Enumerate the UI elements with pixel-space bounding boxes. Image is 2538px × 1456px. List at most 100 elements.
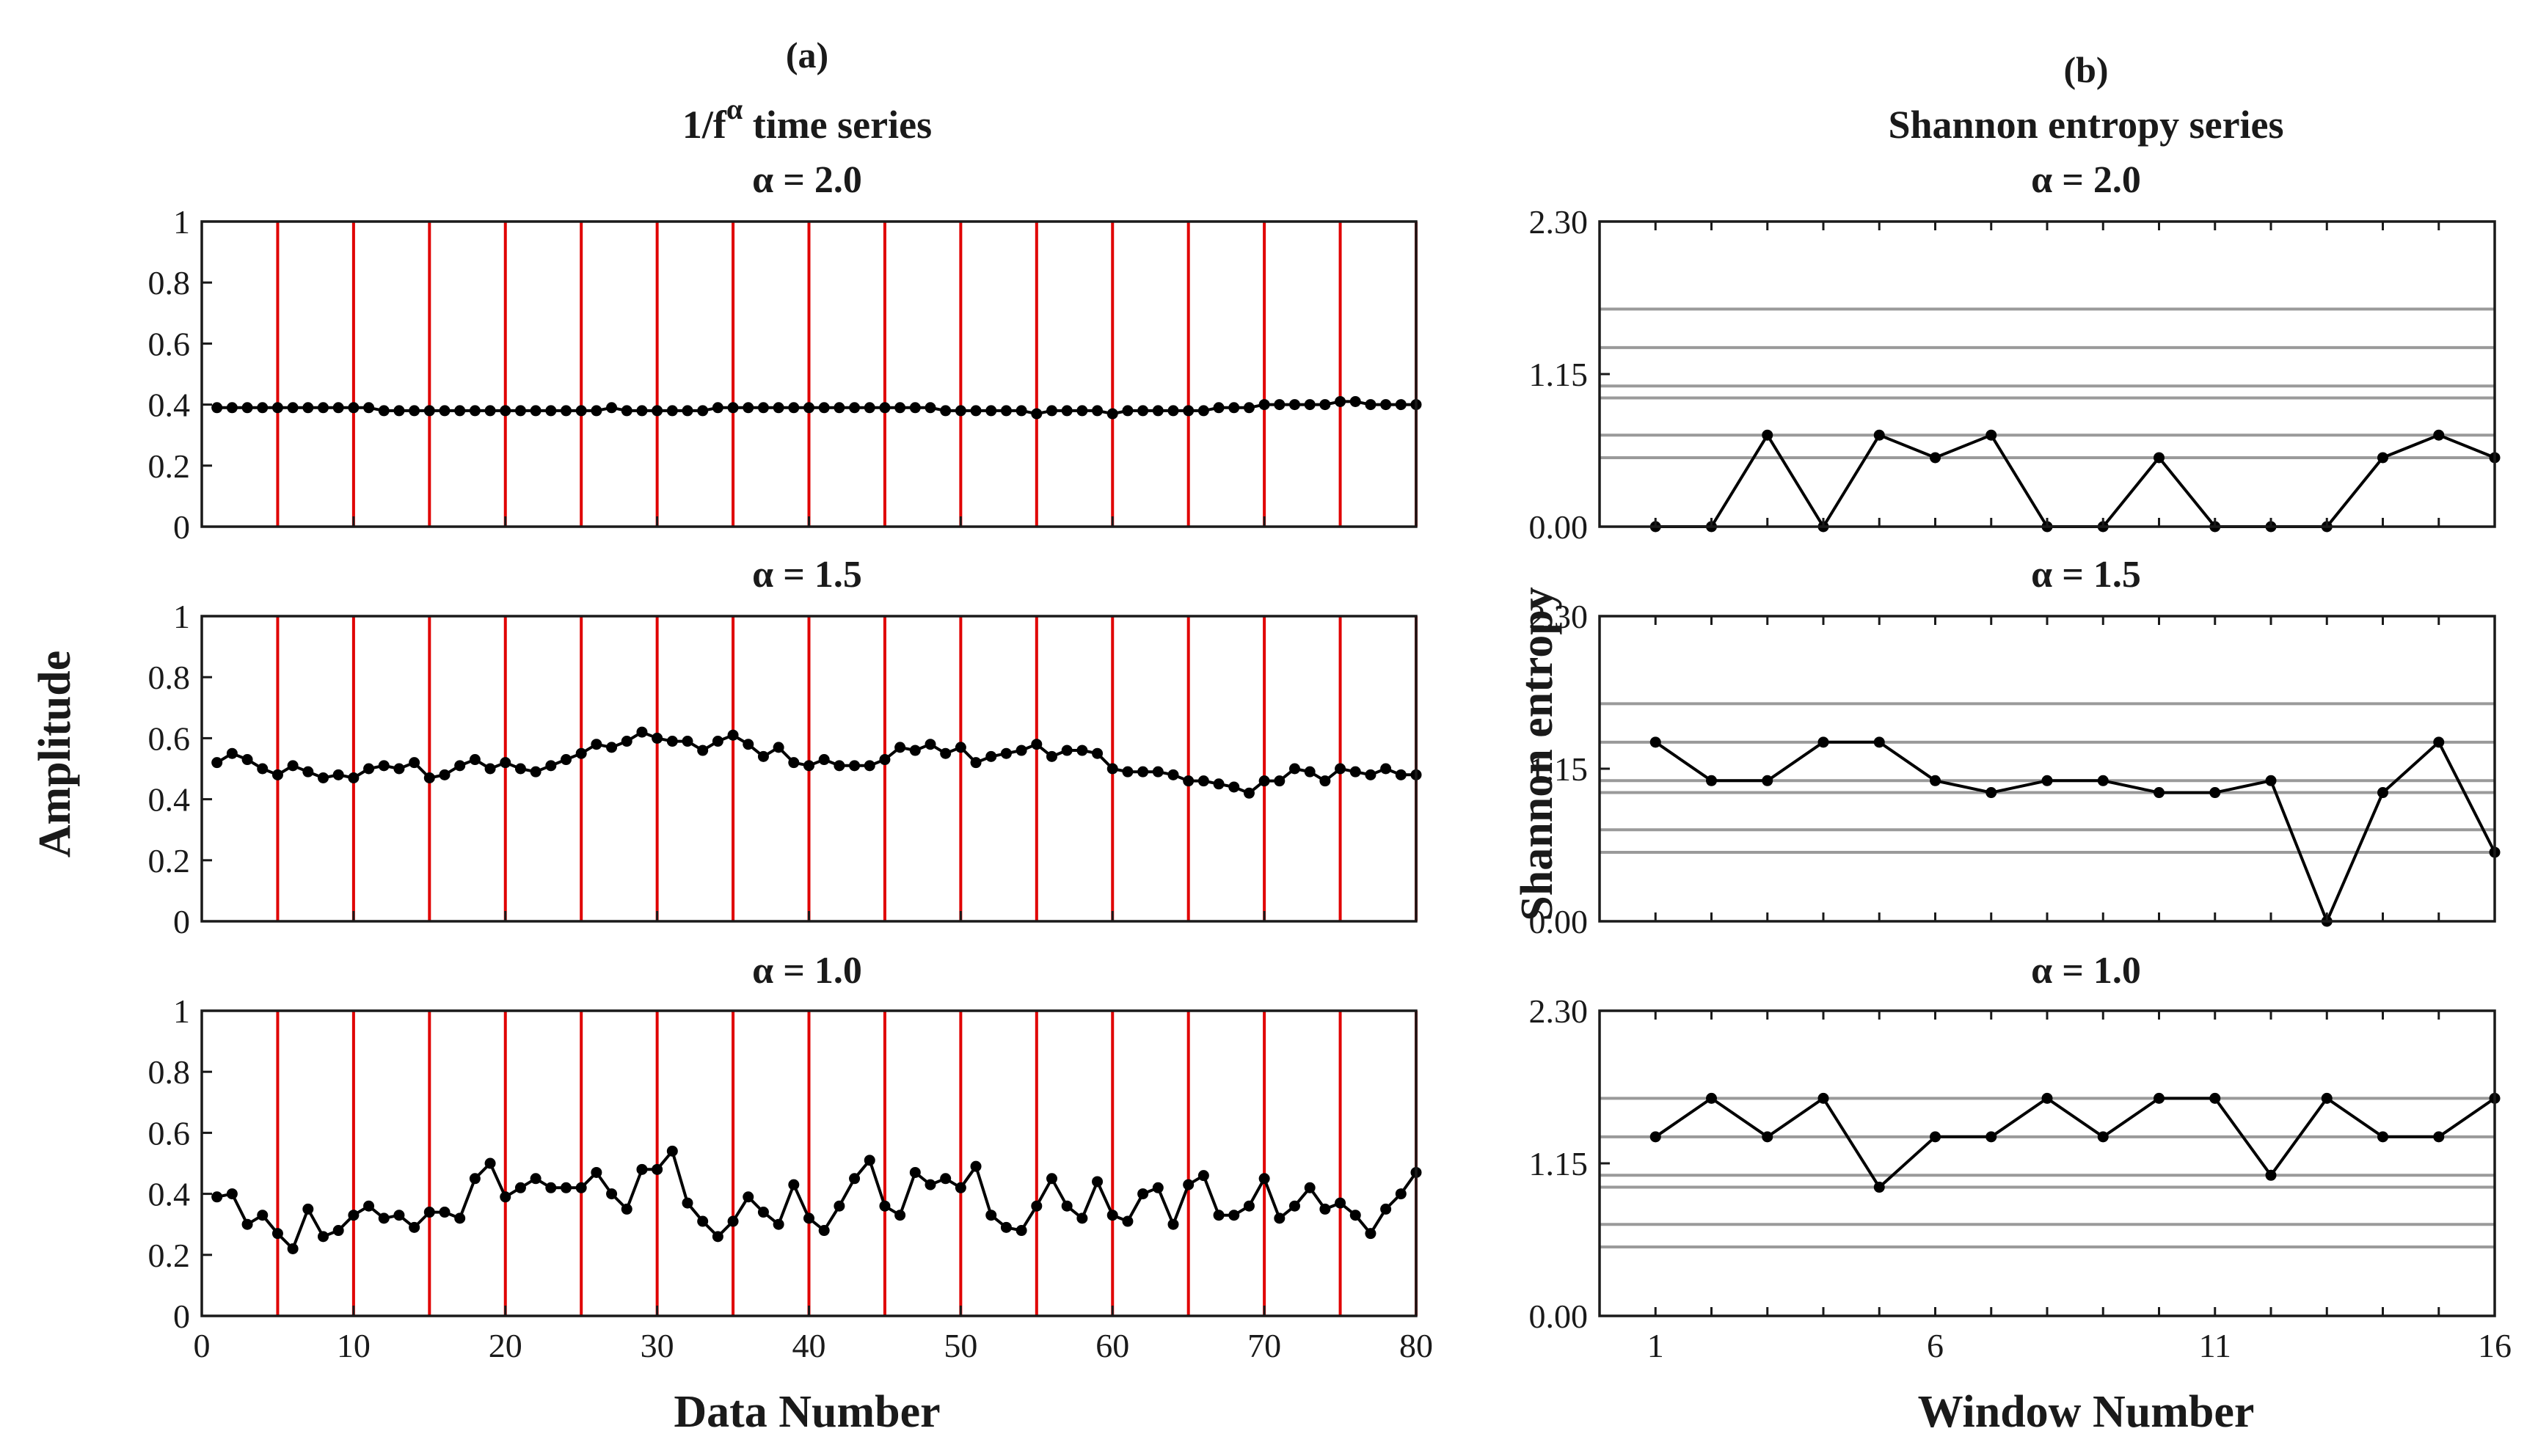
data-point bbox=[1304, 1182, 1316, 1193]
data-point bbox=[591, 1166, 602, 1178]
data-point bbox=[1122, 405, 1134, 417]
y-tick-label: 1 bbox=[173, 992, 190, 1030]
y-tick-label: 0.00 bbox=[1529, 903, 1589, 940]
data-point bbox=[409, 1221, 420, 1233]
data-point bbox=[1274, 1212, 1286, 1224]
x-tick-label: 6 bbox=[1927, 1327, 1944, 1364]
data-point bbox=[743, 402, 754, 414]
data-point bbox=[879, 402, 891, 414]
data-point bbox=[955, 405, 966, 417]
data-point bbox=[271, 402, 283, 414]
data-point bbox=[1649, 1131, 1661, 1143]
data-point bbox=[469, 754, 481, 766]
data-point bbox=[1873, 429, 1885, 441]
data-point bbox=[1197, 775, 1209, 787]
data-point bbox=[1213, 778, 1225, 790]
data-point bbox=[1258, 775, 1270, 787]
x-tick-label: 80 bbox=[1399, 1327, 1433, 1364]
data-point bbox=[834, 402, 845, 414]
y-tick-label: 0.6 bbox=[148, 720, 191, 757]
data-point bbox=[1092, 405, 1104, 417]
x-tick-label: 11 bbox=[2199, 1327, 2231, 1364]
data-point bbox=[561, 1182, 572, 1193]
data-point bbox=[1197, 405, 1209, 417]
y-tick-label: 0.2 bbox=[148, 842, 191, 879]
y-tick-label: 0 bbox=[173, 508, 190, 546]
data-point bbox=[1762, 429, 1773, 441]
data-point bbox=[257, 763, 269, 775]
y-tick-label: 0 bbox=[173, 1298, 190, 1335]
data-point bbox=[727, 1215, 739, 1227]
subplot-a-alpha-1-0: 00.20.40.60.810 10 20 30 40 50 60 70 80 bbox=[148, 992, 1434, 1364]
x-tick-label: 30 bbox=[641, 1327, 674, 1364]
data-point bbox=[226, 402, 238, 414]
data-point bbox=[1349, 1210, 1361, 1221]
subplot-title-a3: α = 1.0 bbox=[752, 950, 862, 992]
data-point bbox=[332, 769, 344, 780]
data-point bbox=[271, 769, 283, 780]
data-point bbox=[287, 1243, 299, 1254]
data-point bbox=[1122, 766, 1134, 778]
data-point bbox=[1213, 402, 1225, 414]
data-point bbox=[606, 742, 618, 753]
x-tick-label: 10 bbox=[337, 1327, 371, 1364]
data-point bbox=[955, 1182, 966, 1193]
data-point bbox=[773, 1218, 784, 1230]
data-point bbox=[1380, 1203, 1392, 1215]
data-point bbox=[1258, 1173, 1270, 1185]
data-point bbox=[894, 742, 906, 753]
y-axis-label-b: Shannon entropy bbox=[1512, 587, 1562, 921]
data-point bbox=[1167, 1218, 1179, 1230]
data-point bbox=[1289, 399, 1300, 411]
data-point bbox=[1000, 1221, 1012, 1233]
data-point bbox=[1076, 1212, 1088, 1224]
data-point bbox=[1137, 405, 1149, 417]
data-point bbox=[1152, 1182, 1164, 1193]
data-point bbox=[894, 402, 906, 414]
data-point bbox=[666, 736, 678, 747]
data-point bbox=[469, 1173, 481, 1185]
data-point bbox=[257, 402, 269, 414]
data-point bbox=[2433, 736, 2445, 748]
data-point bbox=[773, 742, 784, 753]
data-point bbox=[1365, 1228, 1376, 1240]
y-tick-label: 2.30 bbox=[1529, 203, 1589, 241]
subplot-title-a2: α = 1.5 bbox=[752, 554, 862, 596]
x-tick-label: 60 bbox=[1095, 1327, 1129, 1364]
data-point bbox=[226, 1188, 238, 1200]
data-point bbox=[818, 402, 830, 414]
data-point bbox=[1213, 1210, 1225, 1221]
x-tick-label: 70 bbox=[1247, 1327, 1281, 1364]
data-point bbox=[271, 1228, 283, 1240]
data-point bbox=[818, 754, 830, 766]
data-point bbox=[788, 1179, 800, 1190]
data-point bbox=[1152, 766, 1164, 778]
data-point bbox=[712, 402, 723, 414]
data-point bbox=[727, 402, 739, 414]
data-point bbox=[1930, 1131, 1941, 1143]
data-point bbox=[302, 1203, 314, 1215]
y-tick-label: 1.15 bbox=[1529, 750, 1589, 788]
data-point bbox=[1706, 775, 1717, 786]
data-point bbox=[211, 757, 223, 769]
data-point bbox=[1274, 775, 1286, 787]
data-point bbox=[454, 405, 466, 417]
data-point bbox=[241, 402, 253, 414]
data-point bbox=[561, 754, 572, 766]
data-point bbox=[1365, 399, 1376, 411]
data-point bbox=[879, 754, 891, 766]
y-tick-label: 0.00 bbox=[1529, 508, 1589, 546]
data-point bbox=[2209, 1092, 2221, 1104]
data-point bbox=[2433, 429, 2445, 441]
subplot-title-b1: α = 2.0 bbox=[2031, 159, 2141, 201]
y-tick-label: 2.30 bbox=[1529, 992, 1589, 1030]
data-point bbox=[1335, 1197, 1346, 1209]
data-point bbox=[1228, 781, 1240, 793]
data-point bbox=[348, 402, 360, 414]
data-point bbox=[636, 1163, 648, 1175]
y-tick-label: 1 bbox=[173, 203, 190, 241]
subplot-title-b3: α = 1.0 bbox=[2031, 950, 2141, 992]
data-point bbox=[1762, 775, 1773, 786]
y-tick-label: 1.15 bbox=[1529, 356, 1589, 393]
